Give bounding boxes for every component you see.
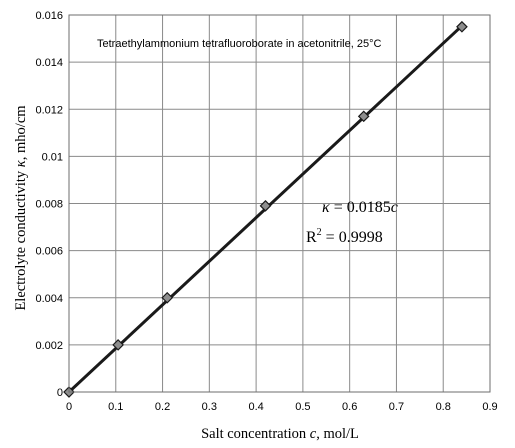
y-tick-label: 0.012 [35, 104, 63, 116]
x-tick-label: 0.6 [342, 401, 357, 413]
r-squared: R2 = 0.9998 [306, 227, 383, 246]
y-tick-label: 0.016 [35, 10, 63, 22]
x-tick-label: 0 [66, 401, 72, 413]
x-tick-label: 0.1 [108, 401, 123, 413]
data-point [161, 291, 174, 304]
data-point [357, 110, 370, 123]
plot-frame [68, 14, 491, 393]
x-tick-label: 0.9 [482, 401, 497, 413]
x-axis-title: Salt concentration c, mol/L [201, 426, 359, 442]
x-tick-label: 0.5 [295, 401, 310, 413]
x-tick-label: 0.8 [436, 401, 451, 413]
y-tick-label: 0.002 [35, 340, 63, 352]
y-tick-label: 0 [57, 387, 63, 399]
fit-equation: κ = 0.0185c [322, 199, 398, 216]
y-tick-label: 0.01 [42, 151, 63, 163]
x-tick-labels: 0 0.1 0.2 0.3 0.4 0.5 0.6 0.7 0.8 0.9 [66, 401, 498, 413]
y-axis-title: Electrolyte conductivity κ, mho/cm [13, 105, 29, 311]
data-point [456, 20, 468, 33]
y-tick-labels: 0 0.002 0.004 0.006 0.008 0.01 0.012 0.014 0.016 [35, 10, 63, 399]
x-tick-label: 0.7 [389, 401, 404, 413]
x-tick-label: 0.4 [248, 401, 263, 413]
chart-title: Tetraethylammonium tetrafluoroborate in … [97, 38, 381, 50]
y-tick-label: 0.006 [35, 246, 63, 258]
y-tick-label: 0.004 [35, 293, 63, 305]
grid [68, 14, 491, 393]
x-tick-label: 0.2 [155, 401, 170, 413]
y-tick-label: 0.014 [35, 57, 63, 69]
x-tick-label: 0.3 [202, 401, 217, 413]
data-point [112, 339, 124, 351]
data-point [259, 200, 272, 212]
y-tick-label: 0.008 [35, 199, 63, 211]
